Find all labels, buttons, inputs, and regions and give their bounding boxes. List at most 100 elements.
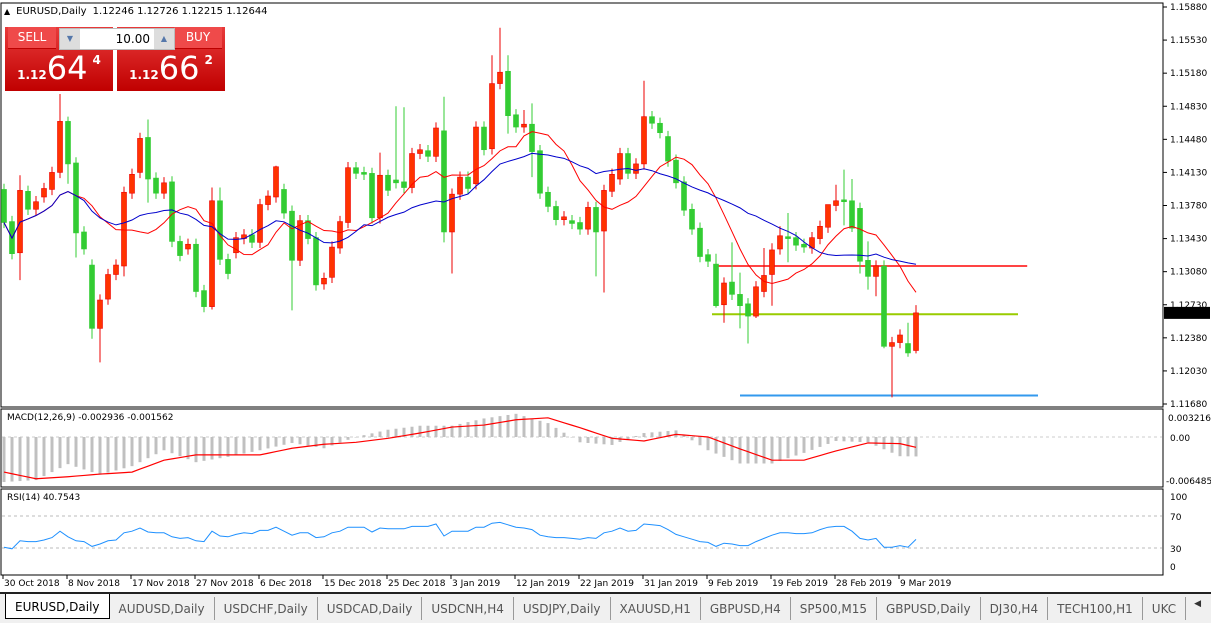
macd-histogram-bar (754, 437, 758, 464)
macd-histogram-bar (306, 437, 310, 446)
candle (305, 214, 311, 245)
candle-body (129, 174, 135, 194)
candle (697, 222, 703, 263)
candle (817, 220, 823, 245)
candle-body (353, 167, 359, 174)
macd-histogram-bar (162, 437, 166, 451)
decrease-lot-icon[interactable]: ▼ (60, 29, 80, 49)
candle (41, 182, 47, 203)
candle (337, 215, 343, 254)
tab-gbpusd-daily[interactable]: GBPUSD,Daily (877, 597, 981, 620)
candle (401, 107, 407, 194)
candle-body (505, 70, 511, 117)
candle (129, 168, 135, 199)
rsi-axis-label: 0 (1170, 563, 1176, 573)
candle (553, 200, 559, 226)
candle-body (401, 181, 407, 188)
tab-audusd-daily[interactable]: AUDUSD,Daily (110, 597, 215, 620)
time-axis-label: 3 Jan 2019 (452, 579, 500, 589)
candle (593, 201, 599, 277)
chart-area[interactable]: 1.15880 1.15530 1.15180 1.14830 1.14480 1.141… (0, 0, 1211, 592)
candle (49, 166, 55, 196)
macd-histogram-bar (226, 437, 230, 457)
candle (185, 238, 191, 255)
candle (673, 154, 679, 189)
macd-histogram-bar (738, 437, 742, 464)
sell-label[interactable]: SELL (8, 27, 56, 49)
horizontal-lines[interactable] (712, 264, 1038, 397)
tab-ukc[interactable]: UKC (1143, 597, 1187, 620)
candle (121, 186, 127, 277)
candle (145, 119, 151, 203)
macd-histogram-bar (562, 432, 566, 437)
candle (665, 130, 671, 167)
macd-histogram-bar (474, 420, 478, 437)
candle-body (265, 195, 271, 205)
macd-histogram-bar (770, 437, 774, 464)
candle (281, 183, 287, 219)
scroll-left-icon[interactable]: ◀ (1194, 599, 1202, 609)
lot-size-input[interactable]: 10.00 (115, 32, 150, 46)
candle (873, 260, 879, 297)
candle (409, 147, 415, 194)
tab-usdchf-daily[interactable]: USDCHF,Daily (215, 597, 318, 620)
candle-body (121, 191, 127, 267)
tab-xauusd-h1[interactable]: XAUUSD,H1 (611, 597, 701, 620)
macd-histogram-bar (586, 437, 590, 443)
candle-body (369, 173, 375, 219)
macd-histogram-bar (778, 437, 782, 461)
candle-body (193, 243, 199, 292)
macd-histogram-bar (250, 437, 254, 452)
increase-lot-icon[interactable]: ▲ (154, 29, 174, 49)
candle (889, 336, 895, 398)
candle-body (377, 174, 383, 219)
candle (841, 169, 847, 226)
macd-histogram-bar (890, 437, 894, 453)
candle (633, 158, 639, 180)
buy-label[interactable]: BUY (174, 27, 222, 49)
tab-sp500-m15[interactable]: SP500,M15 (791, 597, 877, 620)
macd-histogram-bar (138, 437, 142, 463)
candle-body (873, 265, 879, 277)
macd-histogram-bar (842, 437, 846, 442)
candle (361, 166, 367, 180)
collapse-triangle-icon[interactable]: ▲ (4, 7, 11, 16)
macd-histogram-bar (122, 437, 126, 469)
moving-average-line (3, 152, 917, 265)
candle (81, 226, 87, 255)
macd-histogram-bar (498, 416, 502, 437)
candle-body (553, 206, 559, 220)
lot-size-stepper[interactable]: ▼ 10.00 ▲ (59, 28, 175, 50)
tab-gbpusd-h4[interactable]: GBPUSD,H4 (701, 597, 791, 620)
tab-tech100-h1[interactable]: TECH100,H1 (1048, 597, 1143, 620)
macd-histogram-bar (626, 437, 630, 439)
time-axis-label: 12 Jan 2019 (516, 579, 570, 589)
macd-histogram-bar (58, 437, 62, 469)
candle-body (889, 342, 895, 347)
candle (833, 184, 839, 212)
tab-usdjpy-daily[interactable]: USDJPY,Daily (514, 597, 611, 620)
candle-body (257, 204, 263, 243)
tab-eurusd-daily[interactable]: EURUSD,Daily (5, 594, 110, 619)
candle-body (769, 249, 775, 275)
candle (353, 162, 359, 180)
macd-histogram-bar (266, 437, 270, 449)
time-axis-label: 25 Dec 2018 (388, 579, 446, 589)
macd-histogram-bar (346, 437, 350, 440)
buy-price-pips: 66 (158, 49, 200, 87)
macd-histogram-bar (786, 437, 790, 459)
tab-usdcad-daily[interactable]: USDCAD,Daily (318, 597, 423, 620)
macd-histogram-bar (50, 437, 54, 473)
candle (545, 186, 551, 213)
candle-body (153, 177, 159, 194)
tab-usdcnh-h4[interactable]: USDCNH,H4 (422, 597, 514, 620)
macd-histogram-bar (274, 437, 278, 447)
candle-body (841, 199, 847, 203)
candle-body (625, 153, 631, 174)
candle-body (441, 130, 447, 233)
macd-histogram-bar (690, 437, 694, 441)
candle-body (145, 137, 151, 180)
tab-dj30-h4[interactable]: DJ30,H4 (981, 597, 1049, 620)
candle (193, 238, 199, 298)
candle-body (457, 176, 463, 195)
